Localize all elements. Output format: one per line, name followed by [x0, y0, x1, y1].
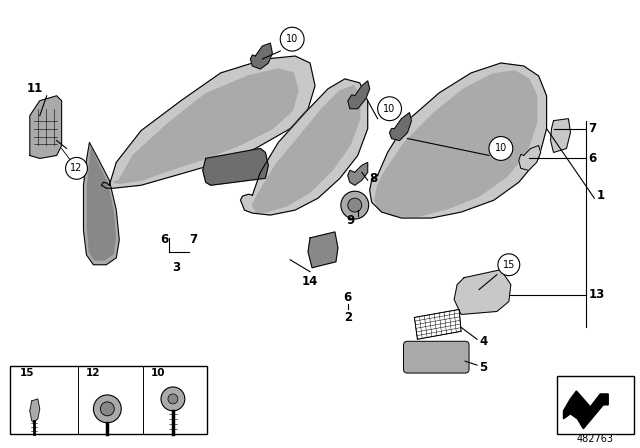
Polygon shape	[563, 391, 608, 429]
Text: 10: 10	[286, 34, 298, 44]
Text: 6: 6	[588, 152, 596, 165]
Text: 4: 4	[479, 335, 487, 348]
Text: 10: 10	[383, 104, 396, 114]
Circle shape	[93, 395, 121, 423]
Text: 5: 5	[479, 361, 487, 374]
Text: 7: 7	[189, 233, 197, 246]
Text: 11: 11	[27, 82, 43, 95]
Polygon shape	[308, 232, 338, 268]
Text: 14: 14	[302, 275, 318, 288]
Circle shape	[65, 157, 88, 179]
Circle shape	[378, 97, 401, 121]
Polygon shape	[390, 113, 412, 141]
Text: 1: 1	[596, 189, 604, 202]
Circle shape	[341, 191, 369, 219]
Polygon shape	[348, 162, 368, 185]
Polygon shape	[519, 146, 541, 170]
Text: 10: 10	[495, 143, 507, 154]
Text: 13: 13	[588, 288, 605, 301]
Text: 6: 6	[161, 233, 169, 246]
Text: 15: 15	[20, 368, 35, 378]
Text: 15: 15	[502, 260, 515, 270]
Circle shape	[489, 137, 513, 160]
FancyBboxPatch shape	[403, 341, 469, 373]
Circle shape	[100, 402, 115, 416]
Polygon shape	[250, 43, 272, 69]
Text: 12: 12	[70, 164, 83, 173]
Polygon shape	[83, 142, 119, 265]
Text: 12: 12	[86, 368, 100, 378]
Text: 8: 8	[370, 172, 378, 185]
Circle shape	[348, 198, 362, 212]
Polygon shape	[203, 148, 268, 185]
Polygon shape	[454, 270, 511, 314]
Polygon shape	[30, 96, 61, 159]
Polygon shape	[101, 56, 315, 188]
Text: 9: 9	[346, 214, 355, 227]
Polygon shape	[30, 399, 40, 423]
Bar	[557, 376, 634, 434]
Text: 6: 6	[344, 291, 352, 304]
Circle shape	[168, 394, 178, 404]
Text: 2: 2	[344, 311, 352, 324]
Polygon shape	[550, 119, 570, 152]
Polygon shape	[374, 71, 537, 216]
Circle shape	[161, 387, 185, 411]
Text: 3: 3	[172, 261, 180, 274]
Polygon shape	[348, 81, 370, 109]
Polygon shape	[113, 69, 298, 183]
Polygon shape	[88, 148, 115, 260]
Text: 482763: 482763	[577, 434, 614, 444]
Circle shape	[498, 254, 520, 276]
Bar	[10, 366, 207, 434]
Text: 7: 7	[588, 122, 596, 135]
Text: 10: 10	[151, 368, 166, 378]
Polygon shape	[415, 310, 461, 339]
Polygon shape	[370, 63, 547, 218]
Circle shape	[280, 27, 304, 51]
Polygon shape	[252, 86, 360, 212]
Polygon shape	[241, 79, 368, 215]
